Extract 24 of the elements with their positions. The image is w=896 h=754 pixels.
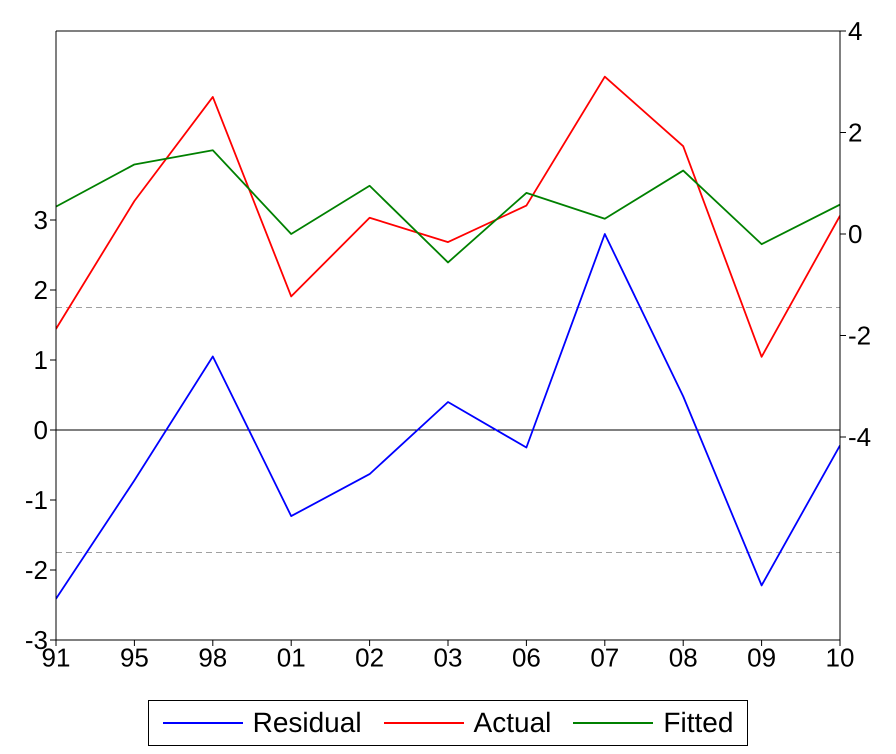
y-tick-label: 1	[34, 345, 48, 376]
x-tick-label: 98	[198, 642, 228, 672]
legend-label: Actual	[474, 707, 552, 739]
x-tick-label: 09	[747, 642, 776, 672]
y2-tick-label: 4	[848, 16, 862, 46]
y-tick-label: -1	[24, 485, 48, 516]
y2-tick-label: 0	[848, 219, 862, 250]
x-tick-label: 08	[668, 642, 698, 672]
legend-label: Residual	[252, 707, 362, 739]
x-tick-label: 07	[590, 642, 620, 672]
y2-tick-label: 2	[848, 118, 862, 148]
y-tick-label: -2	[24, 555, 48, 586]
legend-label: Fitted	[663, 707, 734, 739]
x-tick-label: 03	[434, 642, 462, 672]
x-tick-label: 01	[276, 642, 306, 672]
y2-tick-label: -4	[848, 422, 872, 452]
y2-tick-label: -2	[848, 320, 872, 351]
x-tick-label: 06	[512, 642, 541, 672]
y-tick-label: 2	[34, 275, 48, 306]
x-tick-label: 95	[120, 642, 149, 672]
y-tick-label: 3	[34, 205, 48, 236]
x-tick-label: 02	[355, 642, 384, 672]
y-tick-label: 0	[34, 415, 48, 446]
x-tick-label: 10	[826, 642, 854, 672]
